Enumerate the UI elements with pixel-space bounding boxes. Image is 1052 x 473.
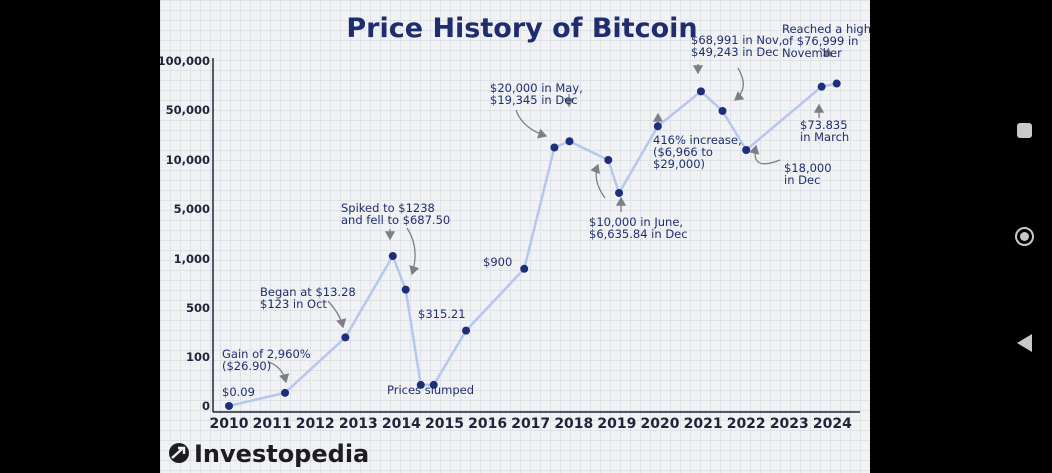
y-tick-label: 100	[186, 350, 210, 364]
annotation-arrow	[267, 361, 290, 384]
y-tick-label: 10,000	[166, 153, 210, 167]
x-tick-label: 2011	[253, 416, 292, 432]
x-tick-label: 2017	[511, 416, 550, 432]
price-point	[604, 156, 613, 164]
price-point	[565, 137, 574, 146]
price-point	[225, 401, 233, 410]
x-tick-label: 2013	[339, 416, 378, 432]
chart-title: Price History of Bitcoin	[346, 13, 697, 44]
chart-annotation: Began at $13.28 $123 in Oct	[260, 285, 356, 311]
y-tick-label: 5,000	[174, 202, 210, 216]
chart-annotation: $0.09	[222, 385, 255, 399]
investopedia-logo: Investopedia	[169, 440, 369, 468]
price-point	[401, 285, 410, 294]
chart-annotation: $18,000 in Dec	[784, 161, 832, 187]
x-tick-label: 2021	[684, 416, 723, 432]
x-tick-label: 2016	[468, 416, 507, 432]
annotation-arrow	[327, 300, 347, 329]
chart-annotation: Prices slumped	[387, 383, 474, 397]
price-point	[341, 333, 350, 342]
y-tick-label: 500	[186, 301, 210, 315]
price-point	[653, 122, 662, 131]
x-tick-label: 2024	[813, 416, 852, 432]
x-tick-label: 2022	[727, 416, 766, 432]
x-tick-label: 2020	[641, 416, 680, 432]
annotation-arrow	[406, 227, 420, 276]
square-icon	[1016, 122, 1032, 138]
price-point	[817, 82, 826, 91]
home-button[interactable]	[1012, 224, 1036, 248]
price-point	[615, 188, 624, 197]
price-point	[416, 380, 425, 389]
price-point	[462, 326, 471, 335]
chart-annotation: Spiked to $1238 and fell to $687.50	[341, 201, 450, 227]
chart-annotation: 416% increase, ($6,966 to $29,000)	[653, 133, 742, 171]
y-tick-label: 50,000	[166, 103, 210, 117]
chart-annotation: $900	[483, 255, 512, 269]
investopedia-brand-name: Investopedia	[194, 440, 369, 468]
price-point	[388, 252, 397, 261]
x-tick-label: 2014	[382, 416, 421, 432]
annotation-arrow	[819, 47, 834, 57]
price-point	[520, 264, 529, 273]
x-tick-label: 2012	[296, 416, 335, 432]
y-tick-label: 1,000	[174, 252, 210, 266]
x-tick-label: 2019	[597, 416, 636, 432]
price-point	[718, 106, 727, 115]
x-tick-label: 2010	[210, 416, 249, 432]
annotation-arrow	[733, 67, 745, 101]
recents-button[interactable]	[1012, 118, 1036, 142]
y-tick-label: 0	[202, 399, 210, 413]
chart-annotation: $20,000 in May, $19,345 in Dec	[490, 81, 583, 107]
price-point	[696, 87, 705, 96]
chart-annotation: $73.835 in March	[800, 118, 849, 144]
chart-card: Price History of Bitcoin 0 100 500 1,000 5,0…	[160, 0, 870, 473]
price-point	[832, 79, 841, 88]
price-series-line	[228, 82, 837, 408]
price-point	[281, 388, 290, 397]
chart-annotation: $68,991 in Nov, $49,243 in Dec	[691, 33, 782, 59]
price-point	[429, 380, 438, 389]
bitcoin-price-chart: Price History of Bitcoin 0 100 500 1,000 5,0…	[160, 13, 870, 468]
annotation-arrow	[749, 144, 781, 165]
circle-icon	[1014, 226, 1034, 246]
triangle-back-icon	[1016, 334, 1032, 352]
chart-annotation: Gain of 2,960% ($26.90)	[222, 347, 311, 373]
x-tick-label: 2023	[770, 416, 809, 432]
chart-annotation: $10,000 in June, $6,635.84 in Dec	[589, 215, 688, 241]
price-point	[550, 143, 559, 152]
investopedia-logo-icon	[169, 443, 189, 463]
x-tick-label: 2015	[425, 416, 464, 432]
annotation-arrow	[515, 109, 548, 139]
y-tick-label: 100,000	[160, 54, 210, 68]
back-button[interactable]	[1012, 331, 1036, 355]
annotation-arrow	[590, 163, 606, 199]
x-tick-label: 2018	[554, 416, 593, 432]
chart-annotation: Reached a high of $76,999 in November	[782, 22, 870, 60]
chart-annotation: $315.21	[418, 307, 466, 321]
price-point	[742, 146, 751, 154]
